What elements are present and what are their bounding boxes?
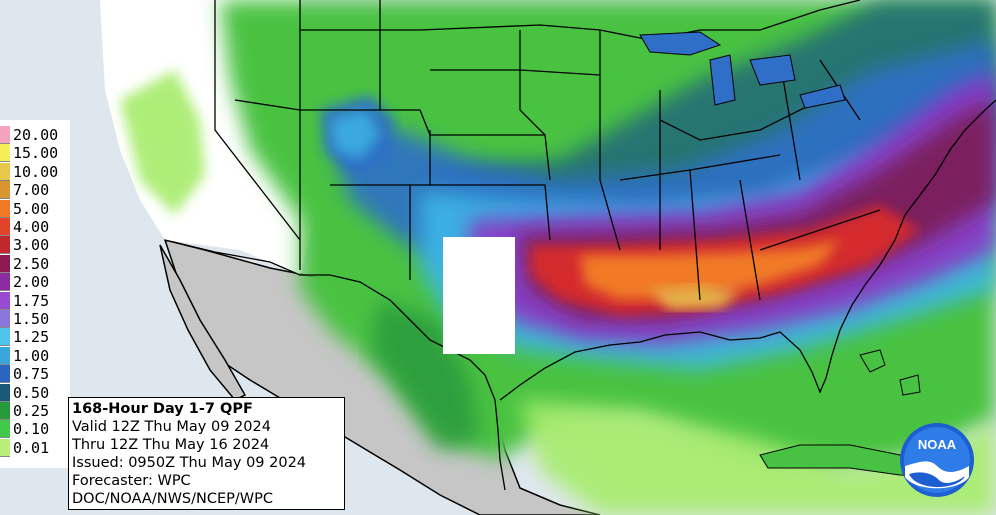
legend-label: 3.00 (13, 236, 50, 255)
legend-label: 0.25 (13, 402, 50, 420)
legend-label: 1.25 (13, 328, 50, 347)
legend-label: 2.50 (13, 254, 50, 273)
legend-swatch (0, 236, 10, 255)
legend-swatch (0, 420, 10, 439)
legend-label: 10.00 (13, 162, 59, 181)
precip-light-green-west (120, 70, 205, 215)
legend-swatch (0, 365, 10, 384)
legend-swatch (0, 181, 10, 200)
legend-label: 4.00 (13, 218, 50, 236)
legend-label: 2.00 (13, 273, 50, 292)
precip-gold-spot (650, 285, 740, 310)
blank-mask-box (443, 237, 515, 354)
legend-swatch (0, 218, 10, 236)
info-title: 168-Hour Day 1-7 QPF (72, 401, 253, 417)
legend-swatch (0, 291, 10, 310)
legend-label: 20.00 (13, 126, 59, 144)
legend-label: 0.50 (13, 383, 50, 402)
legend-label: 7.00 (13, 181, 50, 200)
precipitation-legend: 20.00 15.00 10.00 7.00 5.00 4.00 3.00 2.50 2.00 1… (0, 120, 70, 468)
precip-light-green-south (520, 400, 996, 515)
precip-rockies-light-blue (330, 110, 380, 160)
legend-swatch (0, 199, 10, 218)
legend-label: 1.00 (13, 346, 50, 365)
precip-orange-core (580, 240, 840, 300)
legend-swatch (0, 328, 10, 347)
noaa-logo-text: NOAA (918, 437, 957, 452)
legend-label: 15.00 (13, 144, 59, 163)
info-valid: Valid 12Z Thu May 09 2024 (72, 419, 271, 435)
forecast-info-box: 168-Hour Day 1-7 QPF Valid 12Z Thu May 0… (68, 397, 345, 510)
legend-label: 0.10 (13, 420, 50, 439)
legend-swatch (0, 438, 10, 457)
legend-label: 1.75 (13, 291, 50, 310)
legend-label: 0.75 (13, 365, 50, 384)
legend-swatch (0, 273, 10, 292)
legend-label: 5.00 (13, 199, 50, 218)
info-agency: DOC/NOAA/NWS/NCEP/WPC (72, 491, 273, 507)
legend-swatch (0, 346, 10, 365)
legend-label: 0.01 (13, 438, 50, 457)
bahamas-islands (859, 349, 921, 396)
legend-swatch (0, 126, 10, 144)
info-issued: Issued: 0950Z Thu May 09 2024 (72, 455, 307, 471)
legend-label: 1.50 (13, 310, 50, 328)
legend-swatch (0, 162, 10, 181)
great-lakes (639, 31, 846, 109)
legend-swatch (0, 310, 10, 328)
noaa-logo: NOAA (900, 423, 974, 497)
legend-swatch (0, 254, 10, 273)
legend-swatch (0, 144, 10, 163)
precip-dark-green-texas (370, 300, 480, 450)
legend-swatch (0, 383, 10, 402)
info-forecaster: Forecaster: WPC (72, 473, 191, 489)
info-thru: Thru 12Z Thu May 16 2024 (72, 437, 270, 453)
map-borders (164, 0, 996, 491)
legend-swatch (0, 402, 10, 420)
